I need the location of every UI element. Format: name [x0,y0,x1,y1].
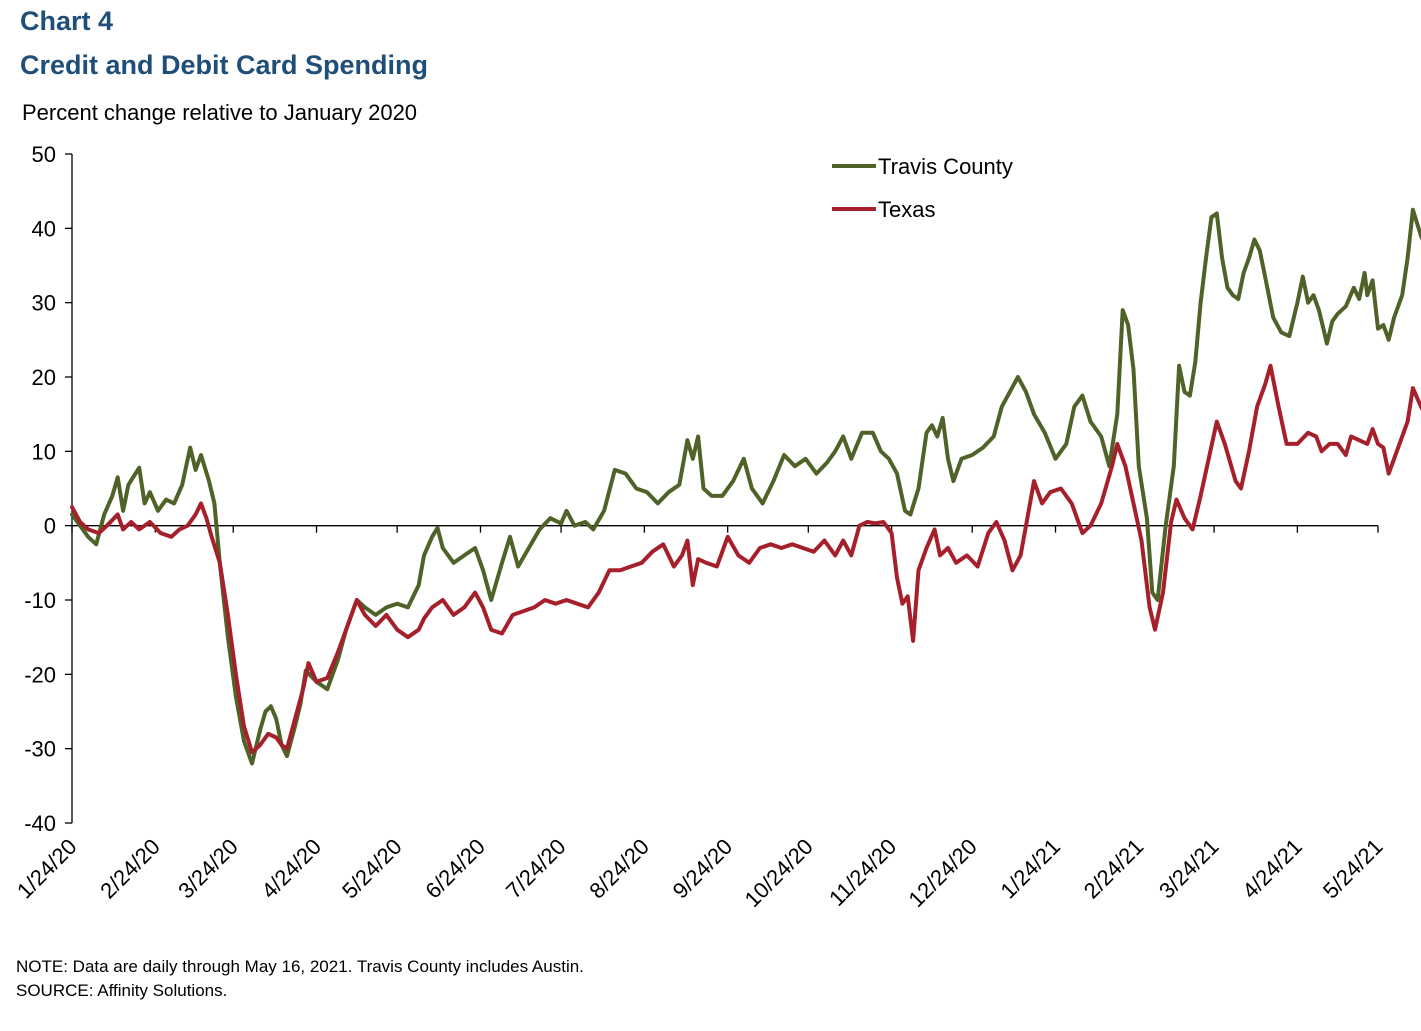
x-tick-label: 1/24/21 [995,834,1065,904]
x-tick-label: 10/24/20 [740,834,818,912]
y-tick-label: -10 [24,588,56,613]
x-tick-label: 7/24/20 [501,834,571,904]
x-tick-label: 3/24/20 [173,834,243,904]
x-tick-label: 6/24/20 [420,834,490,904]
x-tick-label: 11/24/20 [824,834,901,911]
x-tick-label: 4/24/20 [256,834,326,904]
x-tick-label: 1/24/20 [12,834,82,904]
y-tick-label: 40 [32,216,56,241]
series-line-travis-county [70,207,1421,766]
source-note: SOURCE: Affinity Solutions. [16,981,228,1000]
chart-label: Chart 4 [20,6,114,36]
x-tick-label: 5/24/21 [1318,834,1388,904]
x-tick-label: 12/24/20 [904,834,982,912]
y-axis-title: Percent change relative to January 2020 [22,100,418,125]
x-tick-label: 4/24/21 [1237,834,1307,904]
x-tick-label: 9/24/20 [668,834,738,904]
legend-label-travis-county: Travis County [878,154,1013,179]
y-tick-label: -40 [24,811,56,836]
chart-title: Credit and Debit Card Spending [20,50,429,80]
y-tick-label: 0 [44,514,56,539]
y-tick-label: 50 [32,142,56,167]
y-tick-label: 10 [32,439,56,464]
x-tick-label: 2/24/20 [95,834,165,904]
legend: Travis County Texas [832,154,1013,222]
series-line-texas [70,363,1421,755]
y-tick-label: 30 [32,291,56,316]
y-axis: -40 -30 -20 -10 0 10 20 30 40 50 [24,142,73,836]
x-tick-label: 8/24/20 [584,834,654,904]
series-layer: 33.912.1 [70,207,1421,766]
x-tick-label: 3/24/21 [1154,834,1224,904]
y-tick-label: -30 [24,737,56,762]
x-tick-label: 5/24/20 [337,834,407,904]
legend-label-texas: Texas [878,197,935,222]
y-tick-label: -20 [24,662,56,687]
x-tick-label: 2/24/21 [1079,834,1149,904]
footnote: NOTE: Data are daily through May 16, 202… [16,957,584,976]
y-tick-label: 20 [32,365,56,390]
x-axis: 1/24/20 2/24/20 3/24/20 4/24/20 5/24/20 6/24/… [12,525,1388,912]
